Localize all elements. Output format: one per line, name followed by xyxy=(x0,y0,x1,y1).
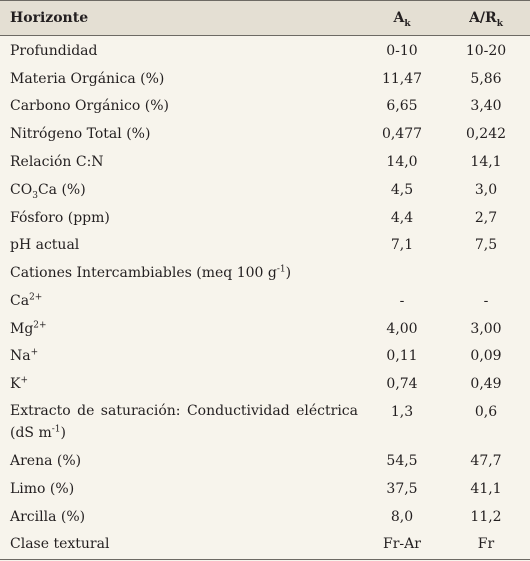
row-value-ark: 2,7 xyxy=(474,210,498,226)
row-label-sup: 2+ xyxy=(29,292,43,303)
row-value-ark: 5,86 xyxy=(470,71,502,87)
row-label: Materia Orgánica (%) xyxy=(10,71,165,87)
row-label: Cationes Intercambiables (meq 100 g-1) xyxy=(10,264,291,282)
row-label: Ca2+ xyxy=(10,292,42,310)
table-row: pH actual 7,1 7,5 xyxy=(0,231,530,259)
row-label-sup: + xyxy=(30,347,39,358)
row-label: K+ xyxy=(10,375,28,393)
table-row: Extracto de saturación: Conductividad el… xyxy=(0,398,530,446)
table-row: Nitrógeno Total (%) 0,477 0,242 xyxy=(0,120,530,148)
table-header: Horizonte Ak A/Rk xyxy=(0,0,530,36)
row-value-ak: 4,4 xyxy=(390,210,414,226)
row-value-ak: Fr-Ar xyxy=(383,536,421,552)
table-row: K+ 0,74 0,49 xyxy=(0,370,530,398)
row-label-part: Mg xyxy=(10,321,34,337)
table-row: Arcilla (%) 8,0 11,2 xyxy=(0,503,530,531)
row-label: Na+ xyxy=(10,347,38,365)
row-value-ak: - xyxy=(399,293,405,309)
table-row: Profundidad 0-10 10-20 xyxy=(0,37,530,65)
row-label: Mg2+ xyxy=(10,320,47,338)
row-value-ark: 10-20 xyxy=(465,43,507,59)
row-value-ak: 6,65 xyxy=(386,98,418,114)
row-value-ak: 0,74 xyxy=(386,376,418,392)
header-col-ak-text: A xyxy=(393,10,405,26)
row-value-ak: 0,477 xyxy=(381,126,423,142)
row-value-ak: 1,3 xyxy=(390,404,414,420)
row-label-part: Ca (%) xyxy=(37,182,86,198)
header-horizonte: Horizonte xyxy=(10,10,89,26)
row-label: Relación C:N xyxy=(10,154,104,170)
header-col-ark-text: A/R xyxy=(469,10,497,26)
row-value-ak: 8,0 xyxy=(390,509,414,525)
row-label-part: CO xyxy=(10,182,33,198)
row-value-ak: 0,11 xyxy=(386,348,418,364)
row-value-ak: 0-10 xyxy=(386,43,418,59)
table-bottom-rule xyxy=(0,559,530,560)
table-row: CO3Ca (%) 4,5 3,0 xyxy=(0,176,530,204)
table-row: Relación C:N 14,0 14,1 xyxy=(0,148,530,176)
row-label-line2: (dS m-1) xyxy=(10,422,358,444)
row-label: Extracto de saturación: Conductividad el… xyxy=(10,400,358,444)
row-label-sup: 2+ xyxy=(33,320,47,331)
row-label-part: K xyxy=(10,376,21,392)
row-label: Nitrógeno Total (%) xyxy=(10,126,151,142)
row-label: Profundidad xyxy=(10,43,98,59)
table-row: Arena (%) 54,5 47,7 xyxy=(0,447,530,475)
row-label: Fósforo (ppm) xyxy=(10,210,110,226)
row-value-ark: 14,1 xyxy=(470,154,502,170)
row-value-ark: 3,00 xyxy=(470,321,502,337)
table-row: Mg2+ 4,00 3,00 xyxy=(0,315,530,343)
table-row: Limo (%) 37,5 41,1 xyxy=(0,475,530,503)
row-value-ark: 0,09 xyxy=(470,348,502,364)
table-row: Na+ 0,11 0,09 xyxy=(0,342,530,370)
row-value-ak: 4,00 xyxy=(386,321,418,337)
row-label: Carbono Orgánico (%) xyxy=(10,98,169,114)
row-label: Clase textural xyxy=(10,536,110,552)
header-col-ak-sub: k xyxy=(404,18,411,29)
row-value-ark: 7,5 xyxy=(474,237,498,253)
row-value-ark: - xyxy=(483,293,489,309)
header-col-ak: Ak xyxy=(378,9,426,29)
row-label-part: Cationes Intercambiables (meq 100 g xyxy=(10,265,277,281)
row-label-sup: -1 xyxy=(276,264,286,275)
row-label: Limo (%) xyxy=(10,481,75,497)
row-label-part: (dS m xyxy=(10,425,52,441)
row-value-ak: 4,5 xyxy=(390,182,414,198)
row-value-ark: Fr xyxy=(477,536,495,552)
header-col-ark: A/Rk xyxy=(460,9,512,29)
table-row: Ca2+ - - xyxy=(0,287,530,315)
row-label: pH actual xyxy=(10,237,80,253)
table-row: Carbono Orgánico (%) 6,65 3,40 xyxy=(0,92,530,120)
row-label-line1: Extracto de saturación: Conductividad el… xyxy=(10,403,358,419)
table-row: Materia Orgánica (%) 11,47 5,86 xyxy=(0,65,530,93)
table-row: Fósforo (ppm) 4,4 2,7 xyxy=(0,204,530,232)
row-value-ark: 11,2 xyxy=(470,509,502,525)
row-value-ark: 0,49 xyxy=(470,376,502,392)
row-label-sub: 3 xyxy=(32,190,38,201)
row-label: Arena (%) xyxy=(10,453,82,469)
row-value-ark: 47,7 xyxy=(470,453,502,469)
row-label-part: ) xyxy=(285,265,292,281)
row-label-part: ) xyxy=(60,425,66,441)
row-label-sup: -1 xyxy=(51,424,61,435)
row-label-part: Ca xyxy=(10,293,30,309)
row-value-ak: 54,5 xyxy=(386,453,418,469)
row-value-ark: 0,242 xyxy=(465,126,507,142)
row-value-ak: 7,1 xyxy=(390,237,414,253)
row-label-sup: + xyxy=(20,375,29,386)
header-col-ark-sub: k xyxy=(496,18,503,29)
row-value-ak: 14,0 xyxy=(386,154,418,170)
row-label-part: Na xyxy=(10,348,31,364)
row-value-ark: 3,0 xyxy=(474,182,498,198)
row-value-ark: 0,6 xyxy=(474,404,498,420)
row-value-ark: 41,1 xyxy=(470,481,502,497)
row-value-ak: 37,5 xyxy=(386,481,418,497)
row-value-ak: 11,47 xyxy=(381,71,423,87)
row-label: Arcilla (%) xyxy=(10,509,86,525)
table-row: Cationes Intercambiables (meq 100 g-1) xyxy=(0,259,530,287)
row-label: CO3Ca (%) xyxy=(10,181,86,201)
row-value-ark: 3,40 xyxy=(470,98,502,114)
table-row: Clase textural Fr-Ar Fr xyxy=(0,530,530,558)
